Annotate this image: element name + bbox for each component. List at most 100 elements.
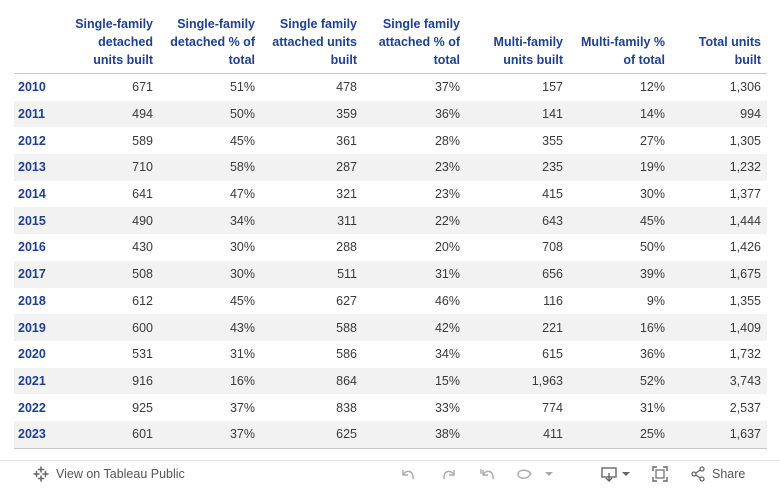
row-year-label: 2015 [14,207,64,235]
row-year-label: 2020 [14,340,64,368]
table-row[interactable]: 2017 508 30% 511 31% 656 39% 1,675 [14,260,767,288]
table-cell: 3,743 [671,367,767,395]
table-cell: 925 [64,394,159,421]
table-cell: 656 [466,260,569,288]
table-cell: 15% [363,367,466,395]
row-year-label: 2010 [14,73,64,101]
table-cell: 16% [569,314,671,341]
view-on-tableau-public-link[interactable]: View on Tableau Public [33,466,185,482]
table-row[interactable]: 2012 589 45% 361 28% 355 27% 1,305 [14,127,767,155]
row-year-label: 2017 [14,260,64,288]
table-cell: 415 [466,180,569,208]
table-cell: 221 [466,314,569,341]
column-header[interactable]: Multi-family % of total [569,12,671,74]
table-cell: 586 [261,340,363,368]
table-cell: 14% [569,100,671,128]
table-cell: 52% [569,367,671,395]
table-cell: 42% [363,314,466,341]
table-cell: 31% [569,394,671,421]
table-cell: 511 [261,260,363,288]
table-cell: 1,355 [671,287,767,315]
tableau-viz: Single-family detached units built Singl… [14,12,767,449]
table-cell: 45% [159,127,261,155]
table-cell: 1,306 [671,73,767,101]
table-cell: 643 [466,207,569,235]
table-cell: 1,426 [671,234,767,261]
table-cell: 23% [363,154,466,181]
table-cell: 34% [159,207,261,235]
table-cell: 37% [363,73,466,101]
table-cell: 1,232 [671,154,767,181]
pause-updates-icon[interactable] [515,465,555,483]
column-header[interactable]: Multi-family units built [466,12,569,74]
table-cell: 2,537 [671,394,767,421]
table-cell: 157 [466,73,569,101]
column-header[interactable]: Single family attached % of total [363,12,466,74]
table-row[interactable]: 2011 494 50% 359 36% 141 14% 994 [14,100,767,128]
share-button[interactable]: Share [690,466,745,482]
table-cell: 612 [64,287,159,315]
table-row[interactable]: 2018 612 45% 627 46% 116 9% 1,355 [14,287,767,315]
table-row[interactable]: 2023 601 37% 625 38% 411 25% 1,637 [14,420,767,449]
row-year-label: 2012 [14,127,64,155]
column-header[interactable]: Single-family detached % of total [159,12,261,74]
table-cell: 27% [569,127,671,155]
table-cell: 36% [569,340,671,368]
share-icon [690,466,706,482]
table-cell: 311 [261,207,363,235]
table-cell: 20% [363,234,466,261]
table-cell: 45% [569,207,671,235]
table-cell: 43% [159,314,261,341]
table-row[interactable]: 2016 430 30% 288 20% 708 50% 1,426 [14,234,767,261]
table-row[interactable]: 2021 916 16% 864 15% 1,963 52% 3,743 [14,367,767,395]
table-cell: 28% [363,127,466,155]
table-cell: 45% [159,287,261,315]
tableau-logo-icon [33,466,49,482]
table-cell: 25% [569,420,671,449]
table-row[interactable]: 2022 925 37% 838 33% 774 31% 2,537 [14,394,767,421]
fullscreen-icon[interactable] [651,465,669,483]
table-cell: 58% [159,154,261,181]
row-year-label: 2011 [14,100,64,128]
row-year-label: 2018 [14,287,64,315]
table-cell: 141 [466,100,569,128]
table-cell: 19% [569,154,671,181]
column-header [14,12,64,74]
table-cell: 235 [466,154,569,181]
row-year-label: 2014 [14,180,64,208]
table-row[interactable]: 2015 490 34% 311 22% 643 45% 1,444 [14,207,767,235]
row-year-label: 2019 [14,314,64,341]
table-cell: 37% [159,420,261,449]
table-cell: 33% [363,394,466,421]
row-year-label: 2021 [14,367,64,395]
table-row[interactable]: 2013 710 58% 287 23% 235 19% 1,232 [14,154,767,181]
table-cell: 494 [64,100,159,128]
table-cell: 601 [64,420,159,449]
download-icon[interactable] [600,465,634,483]
table-row[interactable]: 2010 671 51% 478 37% 157 12% 1,306 [14,73,767,101]
table-cell: 46% [363,287,466,315]
table-cell: 288 [261,234,363,261]
table-cell: 31% [363,260,466,288]
table-cell: 774 [466,394,569,421]
table-cell: 361 [261,127,363,155]
table-row[interactable]: 2014 641 47% 321 23% 415 30% 1,377 [14,180,767,208]
column-header[interactable]: Single family attached units built [261,12,363,74]
table-cell: 641 [64,180,159,208]
table-cell: 588 [261,314,363,341]
table-cell: 625 [261,420,363,449]
column-header[interactable]: Total units built [671,12,767,74]
row-year-label: 2022 [14,394,64,421]
revert-icon[interactable] [478,465,498,483]
table-cell: 50% [569,234,671,261]
header-row: Single-family detached units built Singl… [14,12,767,74]
table-cell: 708 [466,234,569,261]
table-row[interactable]: 2020 531 31% 586 34% 615 36% 1,732 [14,340,767,368]
undo-icon[interactable] [399,465,417,483]
share-label: Share [712,467,746,481]
redo-icon[interactable] [440,465,458,483]
table-cell: 116 [466,287,569,315]
column-header[interactable]: Single-family detached units built [64,12,159,74]
table-row[interactable]: 2019 600 43% 588 42% 221 16% 1,409 [14,314,767,341]
table-cell: 355 [466,127,569,155]
